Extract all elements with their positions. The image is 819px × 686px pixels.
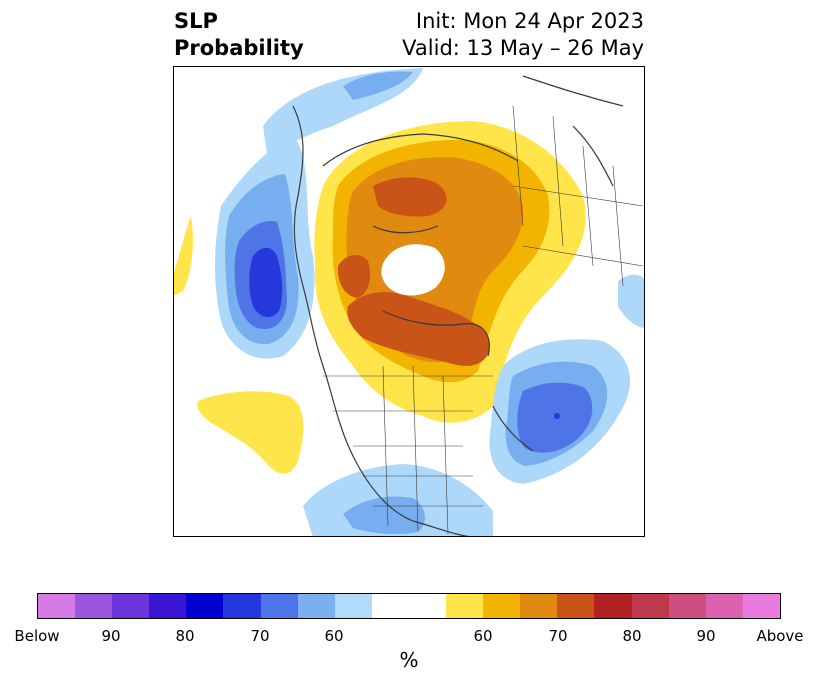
colorbar-segment — [112, 594, 150, 618]
colorbar-segment — [186, 594, 224, 618]
probability-map — [173, 66, 645, 538]
colorbar-segment — [483, 594, 521, 618]
colorbar-segment — [446, 594, 484, 618]
title-line-1: SLP — [174, 9, 218, 33]
colorbar-segment — [149, 594, 187, 618]
colorbar-segment — [371, 594, 447, 618]
atlantic-low-core — [554, 413, 560, 419]
chart-title: SLP Probability — [174, 8, 304, 62]
tick-label-above-80: 80 — [622, 627, 642, 645]
init-date: Init: Mon 24 Apr 2023 — [415, 9, 644, 33]
colorbar-segment — [631, 594, 669, 618]
arctic-high-rust — [373, 177, 447, 217]
colorbar-segment — [297, 594, 335, 618]
colorbar-segment — [594, 594, 632, 618]
valid-range: Valid: 13 May – 26 May — [402, 36, 644, 60]
colorbar-segment — [668, 594, 706, 618]
pacific-low-core — [249, 247, 283, 318]
tick-label-below-60: 60 — [324, 627, 344, 645]
tick-label-below-90: 90 — [101, 627, 121, 645]
colorbar-segment — [75, 594, 113, 618]
coastlines — [292, 75, 624, 538]
tick-label-above: Above — [756, 627, 804, 645]
colorbar-segment — [223, 594, 261, 618]
north-blue-inner — [343, 71, 413, 100]
yellow-region-west-edge — [173, 216, 193, 296]
colorbar-segment — [260, 594, 298, 618]
east-edge-blue — [618, 274, 645, 328]
colorbar-unit-label: % — [399, 648, 419, 672]
colorbar — [37, 593, 781, 619]
political-borders — [323, 105, 644, 535]
north-blue-band — [263, 68, 423, 161]
tick-label-above-60: 60 — [473, 627, 493, 645]
pole-white-area — [381, 244, 445, 296]
run-info: Init: Mon 24 Apr 2023 Valid: 13 May – 26… — [402, 8, 644, 62]
tick-label-below-70: 70 — [250, 627, 270, 645]
arctic-high-rust-south — [347, 292, 490, 366]
title-line-2: Probability — [174, 36, 304, 60]
colorbar-segment — [705, 594, 743, 618]
tick-label-above-90: 90 — [696, 627, 716, 645]
colorbar-segment — [334, 594, 372, 618]
colorbar-segment — [520, 594, 558, 618]
tick-label-below-80: 80 — [175, 627, 195, 645]
colorbar-segment — [742, 594, 780, 618]
tick-label-above-70: 70 — [548, 627, 568, 645]
colorbar-segment — [557, 594, 595, 618]
colorbar-segment — [38, 594, 76, 618]
pacific-high-yellow — [197, 391, 304, 474]
arctic-high-rust-west — [337, 254, 371, 298]
tick-label-below: Below — [14, 627, 60, 645]
